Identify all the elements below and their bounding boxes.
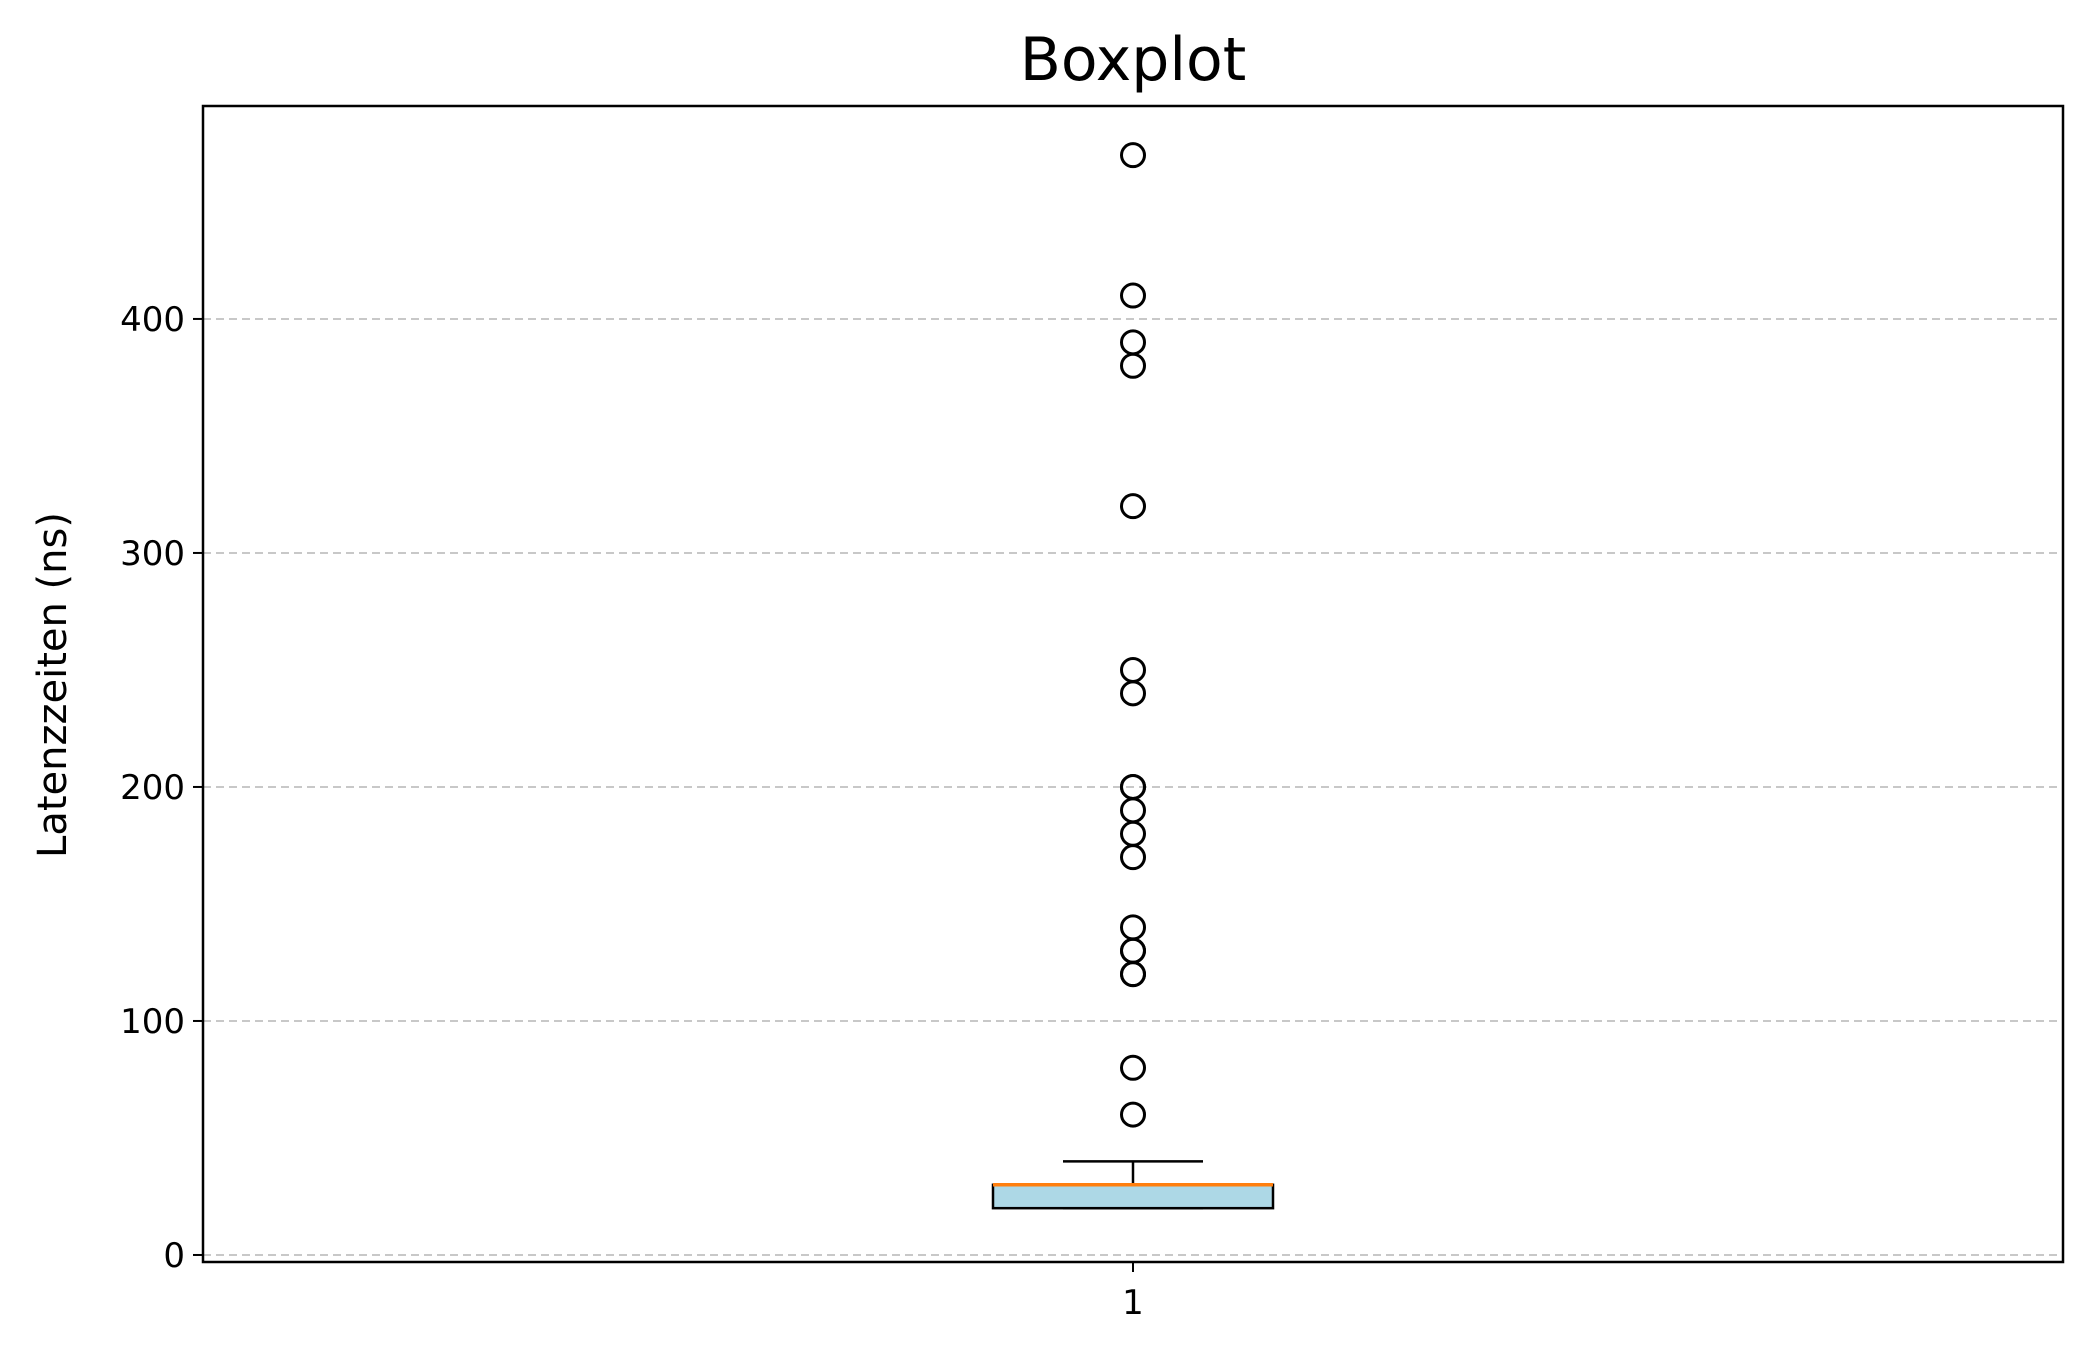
x-tick-label: 1	[1122, 1283, 1144, 1323]
outlier-point	[1120, 142, 1146, 169]
outlier-point	[1120, 937, 1146, 964]
y-tick-label: 200	[120, 768, 185, 808]
outlier-point	[1120, 961, 1146, 988]
outlier-point	[1120, 352, 1146, 379]
y-tick-label: 0	[163, 1236, 185, 1276]
outlier-point	[1120, 797, 1146, 824]
outlier-group	[1120, 142, 1146, 1128]
outlier-point	[1120, 1054, 1146, 1081]
outlier-point	[1120, 493, 1146, 520]
chart-title: Boxplot	[1020, 25, 1247, 95]
axis-ticks: 0 100 200 300 400 1	[120, 300, 1144, 1323]
outlier-point	[1120, 1101, 1146, 1128]
outlier-point	[1120, 820, 1146, 847]
outlier-point	[1120, 773, 1146, 800]
y-tick-label: 100	[120, 1002, 185, 1042]
outlier-point	[1120, 844, 1146, 871]
outlier-point	[1120, 680, 1146, 707]
y-tick-label: 400	[120, 300, 185, 340]
grid-lines	[203, 317, 2063, 1256]
box-iqr	[991, 1183, 1275, 1210]
plot-frame	[201, 104, 2065, 1264]
y-tick-label: 300	[120, 534, 185, 574]
outlier-point	[1120, 914, 1146, 941]
outlier-point	[1120, 656, 1146, 683]
outlier-point	[1120, 282, 1146, 309]
box-group	[991, 1160, 1275, 1210]
y-axis-label: Latenzzeiten (ns)	[30, 512, 76, 858]
outlier-point	[1120, 329, 1146, 356]
